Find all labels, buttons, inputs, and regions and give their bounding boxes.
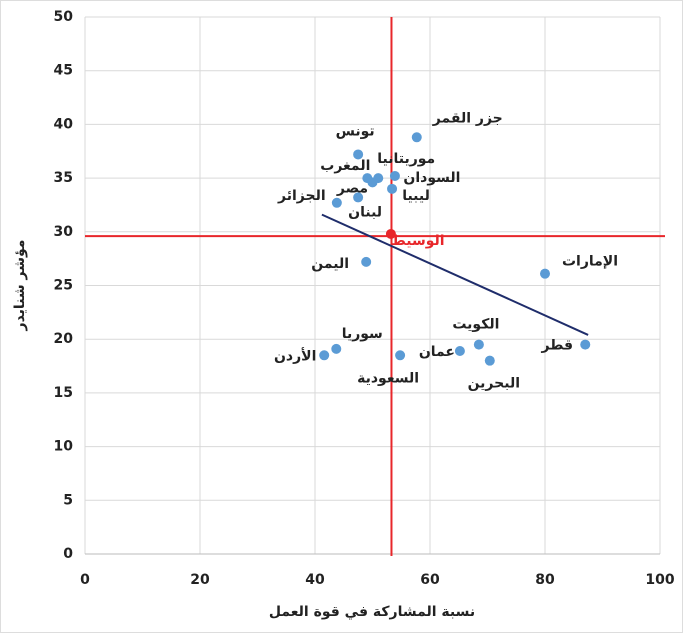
point-label: جزر القمر [432, 110, 503, 126]
y-tick-label: 35 [54, 170, 73, 186]
point-label: المغرب [320, 158, 370, 174]
point [331, 343, 342, 354]
x-tick-label: 80 [535, 572, 555, 588]
point [353, 149, 364, 160]
point-label: الأردن [274, 347, 316, 364]
median-label: الوسيط [391, 233, 444, 249]
point-label: لبنان [348, 204, 382, 220]
point [319, 350, 330, 361]
y-tick-label: 15 [54, 385, 73, 401]
point [411, 132, 422, 143]
point-label: اليمن [311, 256, 349, 272]
point [454, 346, 465, 357]
point-label: ليبيا [402, 188, 430, 204]
point-label: البحرين [468, 376, 520, 392]
x-tick-label: 0 [80, 572, 90, 588]
point [389, 170, 400, 181]
x-tick-label: 20 [190, 572, 210, 588]
point-label: الكويت [452, 317, 499, 333]
point [395, 350, 406, 361]
point [540, 268, 550, 279]
trend-line [321, 213, 589, 336]
y-tick-label: 20 [54, 331, 74, 347]
y-tick-label: 10 [54, 439, 74, 455]
y-tick-label: 50 [54, 9, 74, 25]
point-label: سوريا [342, 326, 383, 342]
y-tick-label: 5 [63, 492, 73, 508]
point-label: الإمارات [562, 254, 618, 270]
point [580, 339, 591, 350]
point [473, 339, 484, 350]
point-label: السودان [403, 170, 460, 186]
y-tick-label: 30 [54, 224, 74, 240]
point-label: قطر [540, 338, 573, 354]
point-label: السعودية [357, 370, 419, 386]
point-label: موريتانيا [377, 151, 435, 167]
point-label: مصر [336, 180, 368, 196]
point-label: تونس [336, 123, 375, 139]
y-tick-label: 0 [63, 546, 73, 562]
median-point [385, 228, 396, 239]
point-label: عمان [419, 344, 455, 360]
y-axis-label: مؤشر شنايدر [12, 240, 28, 332]
y-tick-label: 45 [54, 63, 73, 79]
point [361, 256, 372, 267]
point [387, 183, 398, 194]
y-tick-label: 25 [54, 278, 73, 294]
x-axis-label: نسبة المشاركة في قوة العمل [269, 604, 475, 620]
x-tick-label: 40 [305, 572, 325, 588]
point [484, 355, 495, 366]
x-tick-label: 60 [420, 572, 440, 588]
y-tick-label: 40 [54, 116, 74, 132]
point [331, 197, 342, 208]
x-tick-label: 100 [645, 572, 674, 588]
point [353, 192, 364, 203]
point-label: الجزائر [277, 188, 326, 204]
point [367, 177, 378, 188]
